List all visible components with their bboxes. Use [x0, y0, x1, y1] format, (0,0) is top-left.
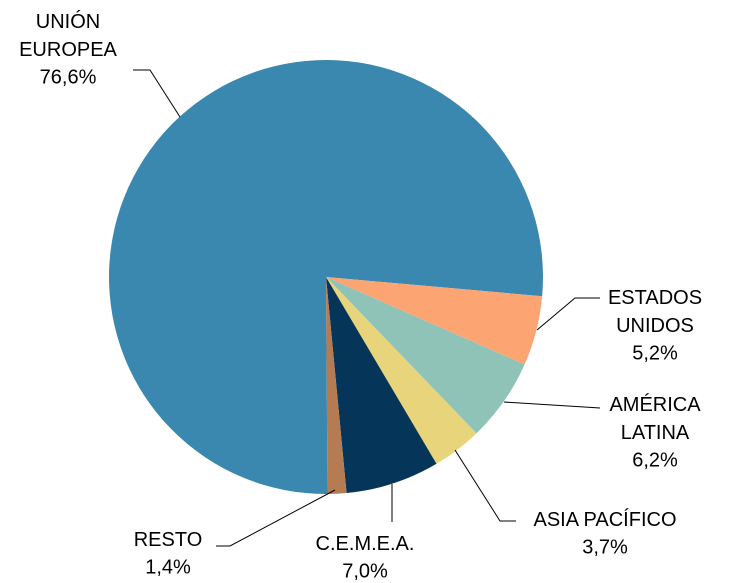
- leader-line: [133, 69, 181, 118]
- value-label: 6,2%: [632, 449, 678, 471]
- leader-line: [454, 449, 516, 522]
- leader-line: [503, 401, 601, 409]
- value-label: 5,2%: [632, 342, 678, 364]
- value-label: 1,4%: [145, 556, 191, 578]
- label-box: ASIA PACÍFICO: [533, 509, 677, 531]
- label-box: C.E.M.E.A.: [315, 533, 415, 555]
- pie-slice: [109, 59, 544, 494]
- category-label: ESTADOS UNIDOS: [607, 287, 703, 337]
- category-label: ASIA PACÍFICO: [533, 509, 677, 531]
- category-label: UNIÓN EUROPEA: [19, 11, 117, 61]
- pie-slice: [326, 277, 477, 464]
- category-label: C.E.M.E.A.: [315, 533, 415, 555]
- pie: [109, 59, 544, 494]
- label-box: AMÉRICA LATINA: [609, 394, 701, 444]
- leader-line: [216, 489, 336, 547]
- value-label: 3,7%: [582, 536, 628, 558]
- pie-slice: [326, 277, 437, 494]
- category-label: AMÉRICA LATINA: [609, 394, 701, 444]
- label-box: ESTADOS UNIDOS: [607, 287, 703, 337]
- category-label: RESTO: [133, 529, 203, 551]
- value-label: 7,0%: [342, 560, 388, 582]
- leader-line: [536, 297, 600, 331]
- value-label: 76,6%: [40, 66, 97, 88]
- label-box: RESTO: [133, 529, 203, 551]
- pie-slice: [326, 277, 543, 365]
- pie-slice: [326, 277, 347, 494]
- pie-slice: [326, 277, 525, 434]
- label-box: UNIÓN EUROPEA: [19, 11, 117, 61]
